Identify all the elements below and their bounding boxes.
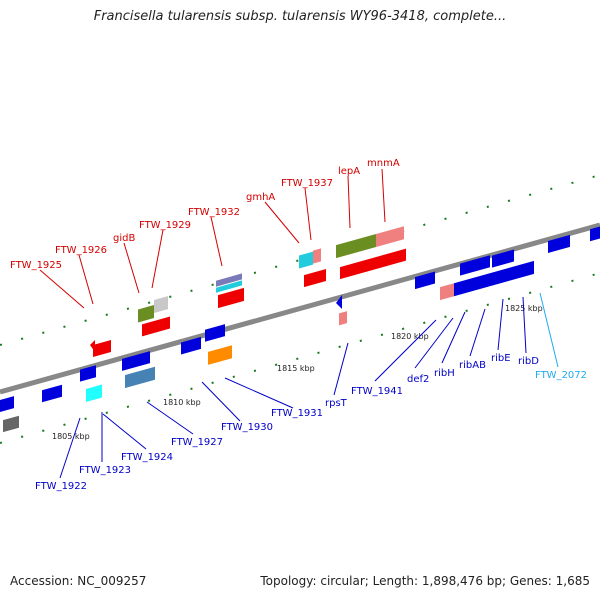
- gene-ftw1932b-feature[interactable]: [216, 280, 242, 293]
- tick-label: 1810 kbp: [163, 398, 201, 407]
- gene-ribe-feature[interactable]: [492, 249, 514, 268]
- gene-ftw1923-feature[interactable]: [42, 384, 62, 403]
- gene-label[interactable]: FTW_1929: [139, 220, 191, 231]
- gene-ftw1941-feature[interactable]: [415, 271, 435, 290]
- gene-ftw1927b-feature[interactable]: [125, 366, 155, 389]
- tick-label: 1815 kbp: [277, 364, 315, 373]
- bottom-gene-labels: FTW_1922 FTW_1923 FTW_1924 FTW_1927 FTW_…: [35, 353, 587, 492]
- genome-backbone: [0, 222, 600, 395]
- gene-ftw1930-feature[interactable]: [181, 336, 201, 355]
- gene-label[interactable]: def2: [407, 374, 429, 385]
- gene-label[interactable]: FTW_2072: [535, 370, 587, 381]
- gene-label[interactable]: ribH: [434, 368, 455, 379]
- gene-ftw1930b-feature[interactable]: [205, 324, 225, 342]
- gene-lepa-feature[interactable]: [336, 234, 376, 259]
- gene-label[interactable]: FTW_1937: [281, 178, 333, 189]
- gene-label[interactable]: gidB: [113, 233, 135, 244]
- gene-ftw1926-feature[interactable]: [93, 340, 111, 358]
- gene-label[interactable]: FTW_1932: [188, 207, 240, 218]
- gene-ftw1929-feature[interactable]: [154, 296, 168, 314]
- gene-ftw1932c-feature[interactable]: [218, 287, 244, 309]
- gene-label[interactable]: ribAB: [459, 360, 486, 371]
- gene-label[interactable]: FTW_1931: [271, 408, 323, 419]
- gene-label[interactable]: ribD: [518, 356, 539, 367]
- gene-ftw1924b-feature[interactable]: [86, 384, 102, 402]
- gene-def2-feature[interactable]: [440, 283, 454, 301]
- map-title: Francisella tularensis subsp. tularensis…: [93, 9, 507, 24]
- gene-ftw1932-feature[interactable]: [216, 273, 242, 287]
- gene-label[interactable]: lepA: [338, 166, 360, 177]
- gene-ftw1927-feature[interactable]: [122, 351, 150, 371]
- gene-ribd-feature[interactable]: [548, 234, 570, 253]
- gene-label[interactable]: FTW_1930: [221, 422, 273, 433]
- gene-ribab-feature[interactable]: [460, 255, 490, 276]
- gene-ftw1924-feature[interactable]: [80, 365, 96, 382]
- gene-mnma-feature[interactable]: [376, 226, 404, 248]
- other-label-connector: [539, 292, 559, 368]
- gene-label[interactable]: FTW_1927: [171, 437, 223, 448]
- bottom-label-connectors: [59, 296, 527, 479]
- gene-ftw1931-feature[interactable]: [208, 345, 232, 365]
- gene-ftw1937b-feature[interactable]: [304, 268, 326, 288]
- gene-ftw2072-feature[interactable]: [590, 226, 600, 242]
- gene-label[interactable]: FTW_1925: [10, 260, 62, 271]
- gene-rpst-arrow[interactable]: [336, 295, 342, 309]
- gene-ribh-feature[interactable]: [454, 260, 534, 297]
- gene-label[interactable]: mnmA: [367, 158, 400, 169]
- reverse-strand-genes[interactable]: [0, 219, 600, 433]
- gene-ftw1929b-feature[interactable]: [142, 316, 170, 337]
- tick-labels: 1805 kbp 1810 kbp 1815 kbp 1820 kbp 1825…: [52, 304, 543, 441]
- gene-label[interactable]: gmhA: [246, 192, 275, 203]
- gene-lepa-mnma-feature[interactable]: [340, 248, 406, 280]
- gene-label[interactable]: FTW_1926: [55, 245, 107, 256]
- gene-label[interactable]: ribE: [491, 353, 511, 364]
- gene-gidb-feature[interactable]: [138, 305, 154, 323]
- forward-strand-genes[interactable]: [90, 225, 406, 358]
- tick-label: 1805 kbp: [52, 432, 90, 441]
- accession-text: Accession: NC_009257: [10, 574, 147, 588]
- top-gene-labels: FTW_1925 FTW_1926 gidB FTW_1929 FTW_1932…: [10, 158, 400, 271]
- gene-rpst-feature[interactable]: [339, 311, 347, 326]
- gene-label[interactable]: FTW_1924: [121, 452, 173, 463]
- gene-label[interactable]: FTW_1923: [79, 465, 131, 476]
- gene-ftw1937-feature[interactable]: [313, 248, 321, 264]
- genome-summary-text: Topology: circular; Length: 1,898,476 bp…: [260, 574, 590, 588]
- gene-label[interactable]: FTW_1922: [35, 481, 87, 492]
- gene-ftw1922b-feature[interactable]: [3, 415, 19, 433]
- tick-label: 1820 kbp: [391, 332, 429, 341]
- gene-label[interactable]: rpsT: [325, 398, 348, 409]
- gene-gmha-feature[interactable]: [299, 251, 313, 269]
- gene-small-red-arrow[interactable]: [90, 340, 95, 352]
- top-label-connectors: [39, 168, 386, 309]
- gene-label[interactable]: FTW_1941: [351, 386, 403, 397]
- gene-ftw1922-feature[interactable]: [0, 396, 14, 412]
